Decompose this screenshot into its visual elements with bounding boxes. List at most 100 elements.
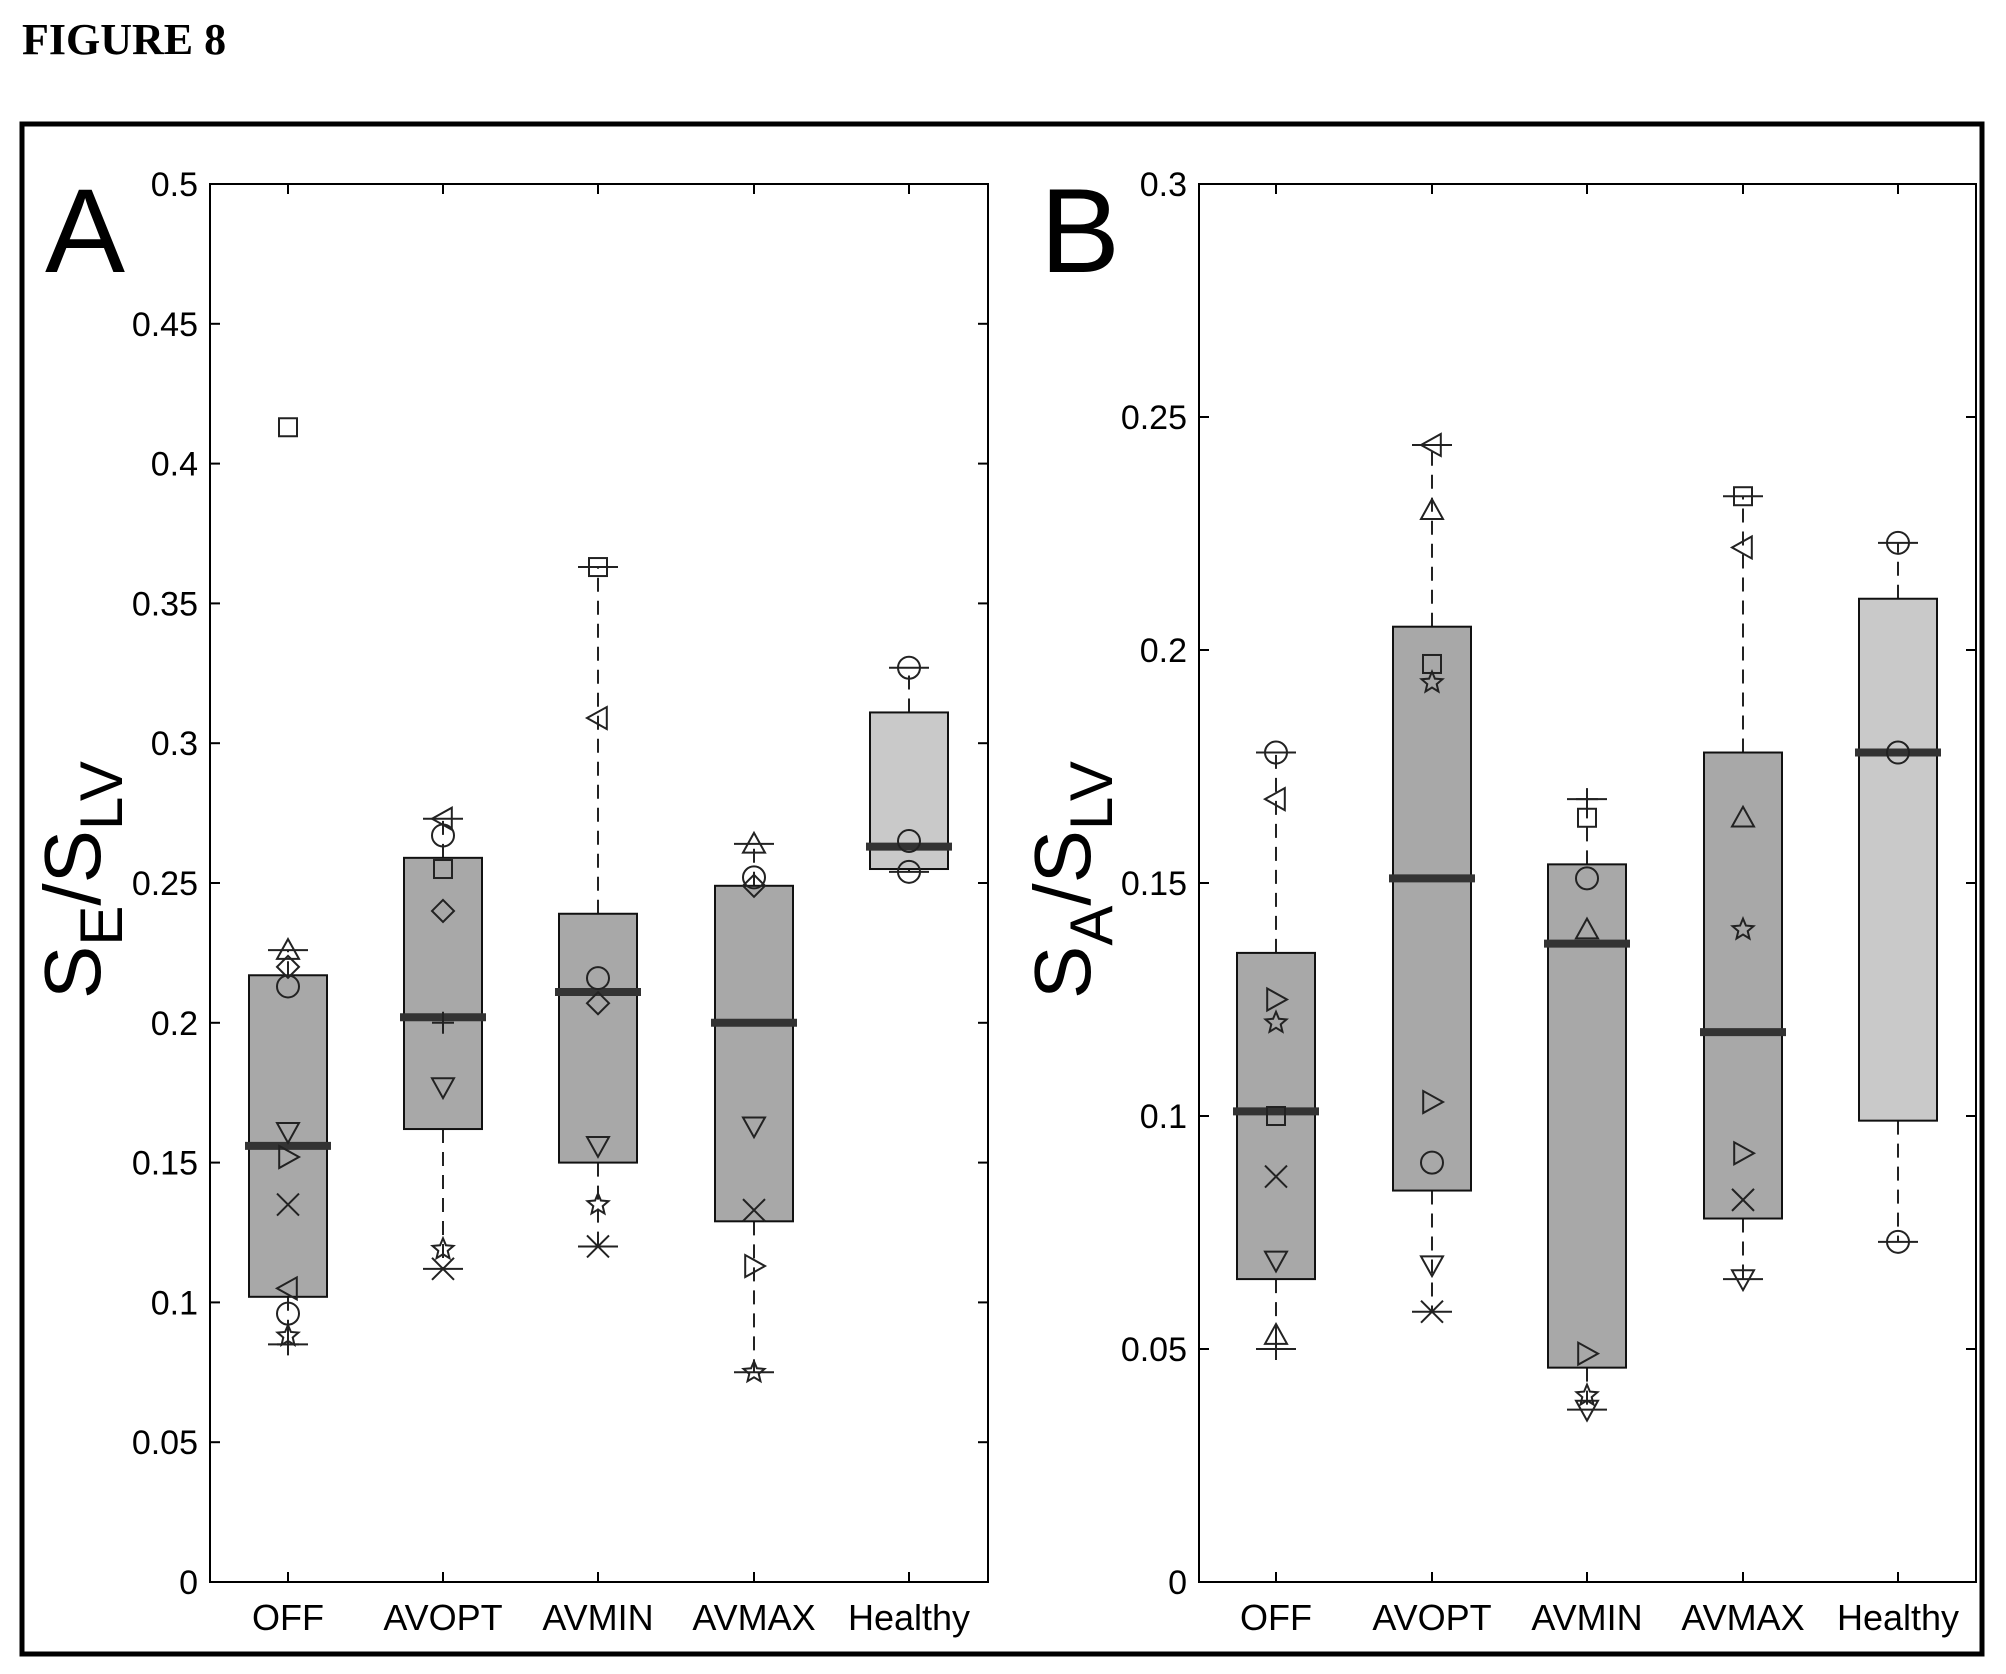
data-point-plus [1265,1338,1287,1360]
data-point-x [276,1192,300,1217]
y-tick-label: 0.05 [132,1424,198,1462]
x-tick-label: Healthy [848,1597,970,1638]
x-tick-label: OFF [252,1597,324,1638]
data-point-square [1577,807,1597,828]
data-point-square [1733,486,1753,507]
y-tick-label: 0.15 [1121,865,1187,903]
data-point-circle [586,966,610,991]
box-group-avmax [1700,486,1786,1293]
data-point-square [1266,1106,1286,1126]
data-point-triangle-right [278,1144,302,1170]
y-tick-label: 0.4 [151,446,198,484]
y-axis-label-part: /S [1018,830,1107,906]
box-group-avmax [711,830,797,1384]
data-point-plus [277,1333,299,1356]
data-point-triangle-down [1574,1399,1600,1423]
y-tick-label: 0.3 [151,725,198,763]
box-iqr [558,912,638,1164]
data-point-triangle-left [274,1275,298,1302]
data-point-circle [1886,740,1910,765]
x-tick-label: AVMIN [1531,1597,1642,1638]
box-group-healthy [866,655,952,884]
data-point-triangle-down [741,1116,767,1140]
data-point-triangle-left [1262,786,1286,812]
data-point-star [1730,915,1756,941]
box-group-avmin [1544,788,1630,1423]
data-point-circle [431,823,455,848]
y-axis-label-part: E [68,906,135,946]
data-point-circle [897,829,921,854]
y-tick-label: 0.3 [1140,166,1187,204]
data-point-x [742,1198,766,1222]
y-axis-label-part: /S [28,830,117,906]
data-point-x [1420,1300,1444,1324]
y-tick-label: 0.25 [1121,399,1187,437]
data-point-circle [1264,740,1288,765]
y-tick-label: 0.2 [1140,632,1187,670]
data-point-triangle-left [1418,432,1442,458]
data-point-triangle-up [741,830,767,854]
panel-b: 0 0.05 0.1 0.15 0.2 0.25 0.3 OFF AVOPT AVMIN AVMAX… [1018,164,1977,1638]
data-point-star [1263,1009,1289,1034]
box-group-off [1233,740,1319,1360]
data-point-triangle-down [275,1122,301,1145]
x-tick-label: OFF [1240,1597,1312,1638]
data-point-triangle-right [1266,986,1290,1013]
data-point-square [433,859,453,880]
y-tick-label: 0.15 [132,1145,198,1183]
box-iqr [1858,597,1938,1122]
data-point-triangle-right [744,1253,768,1279]
y-tick-label: 0.35 [132,585,198,623]
panel-letter: A [45,164,125,298]
data-point-diamond [741,873,767,899]
y-axis-label: SA/SLV [1018,761,1125,999]
data-point-plus [432,1011,454,1034]
data-point-diamond [585,990,611,1016]
x-tick-label: AVMIN [542,1597,653,1638]
data-point-circle [1420,1150,1444,1175]
data-point-star [741,1358,767,1384]
data-point-square [278,417,298,438]
y-tick-label: 0.25 [132,865,198,903]
data-point-triangle-right [1422,1089,1446,1115]
y-tick-label: 0.05 [1121,1331,1187,1369]
y-axis-label-part: LV [68,761,135,830]
y-tick-label: 0.2 [151,1005,198,1043]
y-axis-label-part: S [28,946,117,999]
data-point-plus [1576,788,1598,811]
box-iqr [1547,863,1627,1369]
data-point-circle [897,859,921,884]
data-point-circle [897,655,921,680]
data-point-x [586,1234,610,1259]
data-point-circle [1886,530,1910,555]
data-point-circle [1575,866,1599,891]
box-group-avopt [1389,432,1475,1324]
box-group-avmin [555,557,641,1259]
y-axis-label-part: S [1018,946,1107,999]
data-point-circle [276,974,300,999]
box-group-avopt [400,805,486,1281]
box-iqr [248,974,328,1298]
data-point-x [1264,1164,1288,1189]
data-point-triangle-down [1263,1250,1289,1274]
x-tick-label: Healthy [1837,1597,1959,1638]
box-iqr [1703,751,1783,1220]
box-group-off [245,417,331,1356]
data-point-triangle-up [275,937,301,960]
box-group-healthy [1855,530,1941,1254]
data-point-star [585,1190,611,1216]
box-iqr [1236,951,1316,1281]
x-tick-label: AVMAX [1681,1597,1804,1638]
y-tick-label: 0.45 [132,306,198,344]
data-point-circle [1886,1229,1910,1254]
panel-letter: B [1040,164,1120,298]
data-point-triangle-up [1419,497,1445,520]
data-point-diamond [275,954,301,980]
panel-a: 0 0.05 0.1 0.15 0.2 0.25 0.3 0.35 0.4 0.45 0.5 OFF A… [28,164,989,1638]
y-tick-label: 0.5 [151,166,198,204]
data-point-circle [742,865,766,890]
y-tick-label: 0.1 [1140,1098,1187,1136]
data-point-star [430,1235,456,1261]
figure-frame [19,121,1985,1657]
